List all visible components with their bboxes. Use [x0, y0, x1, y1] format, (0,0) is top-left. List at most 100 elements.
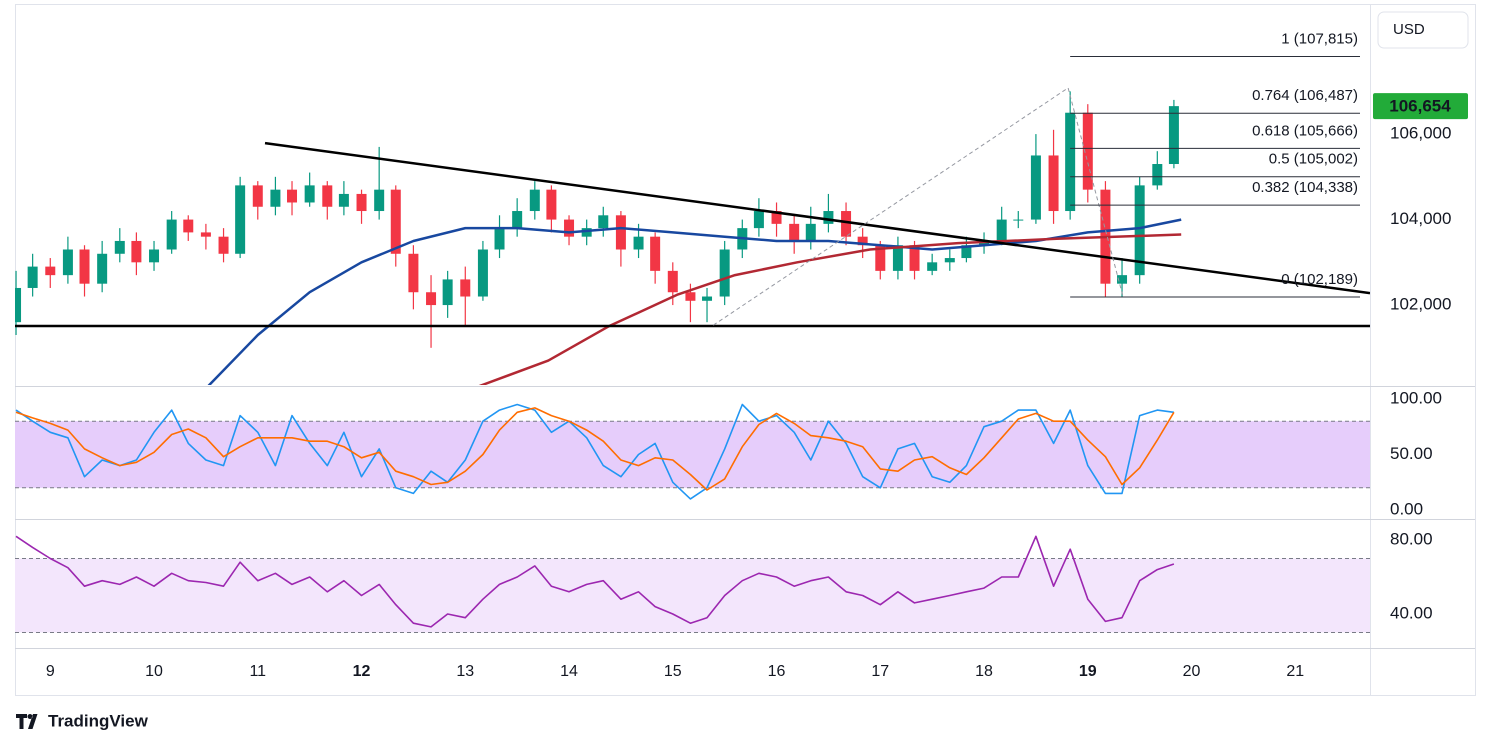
candle-body — [235, 185, 246, 254]
candle-body — [685, 292, 696, 301]
x-tick-label: 16 — [768, 663, 786, 680]
candle-body — [79, 249, 90, 284]
candle-body — [667, 270, 678, 293]
indicator-line — [15, 403, 1175, 500]
candle-body — [702, 296, 713, 301]
candle-body — [875, 245, 886, 271]
x-tick-label: 15 — [664, 663, 682, 680]
y-tick-label: 80.00 — [1390, 529, 1433, 548]
y-tick-label: 0.00 — [1390, 499, 1423, 518]
last-price-tag — [1373, 93, 1468, 120]
indicator-line — [15, 407, 1175, 491]
candle-body — [183, 219, 194, 233]
candle-body — [529, 189, 540, 212]
candle-body — [322, 185, 333, 207]
candle-body — [131, 240, 142, 263]
x-tick-label: 18 — [975, 663, 993, 680]
indicator-band — [15, 421, 1370, 488]
trend-line — [264, 141, 1370, 295]
pane — [15, 403, 1370, 500]
x-tick-label: 17 — [871, 663, 889, 680]
candle-body — [1152, 164, 1163, 186]
x-tick-label: 19 — [1079, 663, 1097, 680]
candle-body — [841, 211, 852, 237]
x-tick-label: 10 — [145, 663, 163, 680]
indicator-band — [15, 558, 1370, 633]
last-price-label: 106,654 — [1389, 97, 1451, 116]
candle-body — [598, 215, 609, 229]
candle-body — [927, 262, 938, 271]
candle-body — [374, 189, 385, 212]
moving-average — [478, 233, 1182, 385]
candle-body — [270, 189, 281, 207]
candle-body — [789, 223, 800, 241]
chart-frame — [15, 4, 1476, 696]
candle-body — [633, 236, 644, 250]
y-tick-label: 106,000 — [1390, 124, 1451, 143]
candle-body — [1082, 112, 1093, 190]
candle-body — [996, 219, 1007, 241]
currency-label: USD — [1393, 21, 1425, 38]
candle-body — [1048, 155, 1059, 212]
candle-body — [97, 253, 108, 284]
candle-body — [719, 249, 730, 297]
y-tick-label: 40.00 — [1390, 603, 1433, 622]
candle-body — [1013, 219, 1024, 221]
candle-body — [45, 266, 56, 276]
candle-body — [166, 219, 177, 250]
candle-body — [494, 228, 505, 250]
fib-label: 0 (102,189) — [1281, 271, 1358, 288]
candle-body — [426, 292, 437, 306]
candle-body — [564, 219, 575, 237]
candle-body — [771, 211, 782, 224]
candle-body — [218, 236, 229, 254]
candle-body — [408, 253, 419, 293]
y-tick-label: 104,000 — [1390, 209, 1451, 228]
x-tick-label: 9 — [46, 663, 55, 680]
candle-body — [200, 232, 211, 237]
candle-body — [1065, 112, 1076, 212]
candle-body — [1117, 275, 1128, 284]
candle-body — [753, 211, 764, 229]
candle-body — [149, 249, 160, 263]
candle-body — [615, 215, 626, 250]
candle-body — [823, 211, 834, 224]
candle-body — [1168, 106, 1179, 165]
y-tick-label: 50.00 — [1390, 444, 1433, 463]
candle-body — [356, 193, 367, 212]
fib-label: 0.382 (104,338) — [1252, 179, 1358, 196]
x-tick-label: 12 — [353, 663, 371, 680]
candle-body — [390, 189, 401, 254]
x-tick-label: 13 — [456, 663, 474, 680]
candle-body — [1134, 185, 1145, 276]
candle-body — [477, 249, 488, 297]
candle-body — [304, 185, 315, 203]
candle-body — [909, 245, 920, 271]
x-tick-label: 20 — [1183, 663, 1201, 680]
candle-body — [62, 249, 73, 276]
candle-body — [546, 189, 557, 220]
candle-body — [1030, 155, 1041, 220]
candle-body — [857, 236, 868, 246]
currency-box[interactable] — [1377, 11, 1469, 49]
candle-body — [650, 236, 661, 271]
candle-body — [338, 193, 349, 207]
pane — [15, 56, 1370, 385]
candle-body — [961, 245, 972, 259]
fib-label: 1 (107,815) — [1281, 30, 1358, 47]
indicator-line — [15, 535, 1175, 628]
logo — [16, 714, 38, 729]
candle-body — [15, 287, 22, 323]
logo-mark — [16, 714, 38, 729]
branding: TradingView — [48, 711, 149, 730]
candle-body — [114, 240, 125, 254]
x-tick-label: 14 — [560, 663, 578, 680]
x-tick-label: 11 — [249, 663, 266, 680]
candle-body — [805, 223, 816, 241]
candle-body — [287, 189, 298, 203]
y-tick-label: 100.00 — [1390, 388, 1442, 407]
trend-line — [713, 87, 1124, 326]
candle-body — [252, 185, 263, 207]
